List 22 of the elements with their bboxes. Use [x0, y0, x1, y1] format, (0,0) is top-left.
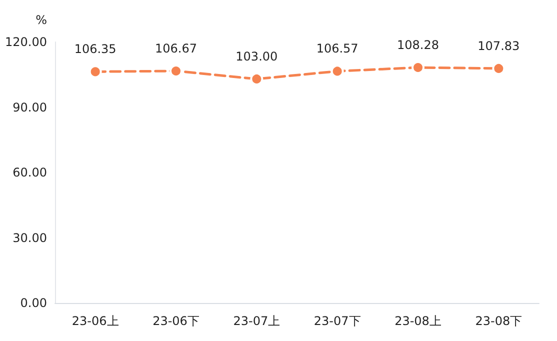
- y-axis-title: %: [36, 13, 47, 27]
- data-label: 106.35: [74, 42, 116, 56]
- point: [250, 72, 264, 86]
- y-tick-label: 90.00: [12, 100, 47, 114]
- x-tick-label: 23-08上: [394, 314, 442, 328]
- data-label: 103.00: [236, 49, 278, 64]
- x-tick-label: 23-06下: [152, 314, 200, 328]
- y-tick-label: 0.00: [20, 296, 47, 310]
- x-tick-label: 23-07上: [233, 314, 280, 328]
- y-tick-label: 60.00: [12, 166, 47, 180]
- data-label: 106.57: [316, 42, 358, 56]
- data-label: 107.83: [478, 38, 520, 53]
- data-label: 108.28: [397, 38, 439, 52]
- y-tick-label: 30.00: [12, 230, 47, 245]
- point: [330, 64, 344, 78]
- data-label: 106.67: [155, 41, 197, 56]
- point: [492, 62, 506, 75]
- x-tick-label: 23-07下: [314, 314, 361, 328]
- x-tick-label: 23-08下: [475, 314, 522, 328]
- x-tick-label: 23-06上: [72, 314, 119, 328]
- y-tick-label: 120.00: [5, 35, 47, 49]
- point: [88, 65, 102, 78]
